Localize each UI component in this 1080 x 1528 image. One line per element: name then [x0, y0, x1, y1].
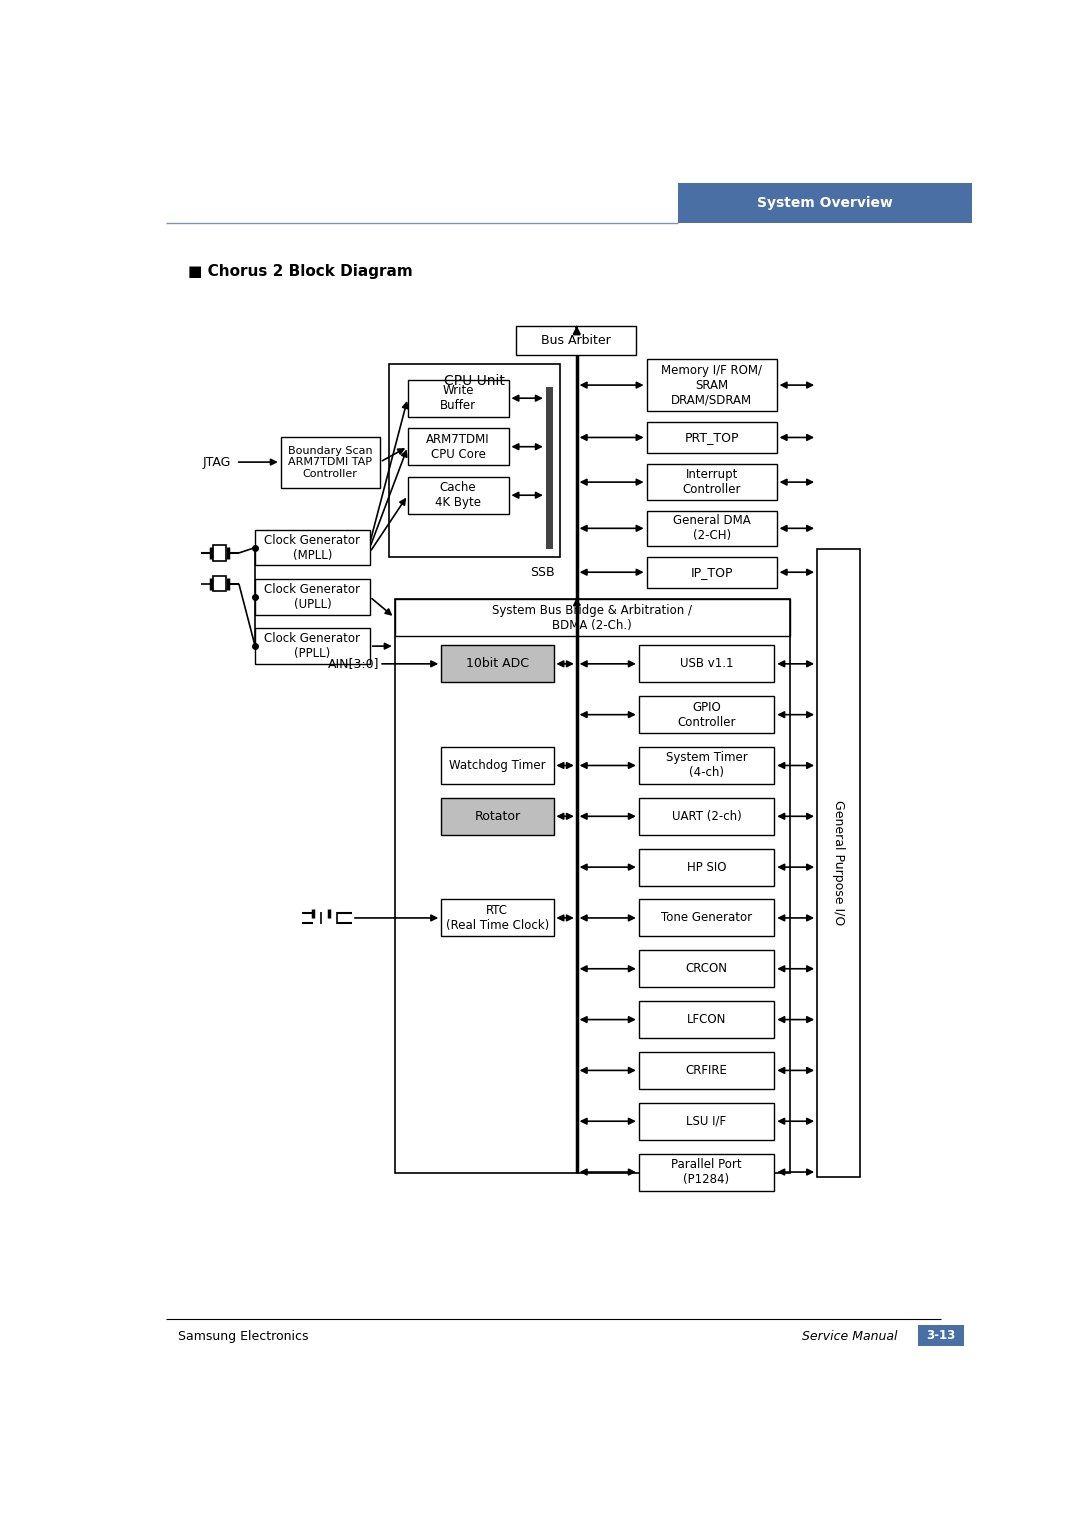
- Bar: [281, 437, 380, 487]
- Bar: [638, 645, 774, 683]
- Bar: [816, 549, 860, 1177]
- Text: Write
Buffer: Write Buffer: [441, 384, 476, 413]
- Text: LSU I/F: LSU I/F: [687, 1115, 727, 1128]
- Text: CRFIRE: CRFIRE: [686, 1063, 728, 1077]
- Bar: [638, 697, 774, 733]
- Bar: [638, 1051, 774, 1089]
- Text: General Purpose I/O: General Purpose I/O: [832, 801, 845, 926]
- Bar: [394, 599, 789, 636]
- Text: 10bit ADC: 10bit ADC: [465, 657, 529, 671]
- Text: System Bus Bridge & Arbitration /
BDMA (2-Ch.): System Bus Bridge & Arbitration / BDMA (…: [492, 604, 692, 631]
- Bar: [516, 325, 636, 354]
- Bar: [255, 628, 369, 663]
- Bar: [408, 380, 509, 417]
- Text: Bus Arbiter: Bus Arbiter: [541, 335, 611, 347]
- Bar: [213, 576, 226, 591]
- Text: Cache
4K Byte: Cache 4K Byte: [435, 481, 482, 509]
- Text: Service Manual: Service Manual: [801, 1329, 897, 1343]
- Bar: [647, 465, 777, 500]
- Text: JTAG: JTAG: [202, 455, 230, 469]
- Bar: [638, 747, 774, 784]
- Bar: [408, 477, 509, 513]
- Bar: [647, 510, 777, 545]
- Text: RTC
(Real Time Clock): RTC (Real Time Clock): [446, 905, 549, 932]
- Text: Memory I/F ROM/
SRAM
DRAM/SDRAM: Memory I/F ROM/ SRAM DRAM/SDRAM: [661, 364, 762, 406]
- Bar: [638, 900, 774, 937]
- Text: Interrupt
Controller: Interrupt Controller: [683, 468, 741, 497]
- Bar: [647, 422, 777, 452]
- Text: LFCON: LFCON: [687, 1013, 726, 1027]
- Bar: [441, 645, 554, 683]
- Bar: [441, 747, 554, 784]
- Bar: [647, 359, 777, 411]
- Bar: [638, 950, 774, 987]
- Text: USB v1.1: USB v1.1: [679, 657, 733, 671]
- Text: General DMA
(2-CH): General DMA (2-CH): [673, 515, 751, 542]
- Bar: [408, 428, 509, 465]
- Bar: [394, 599, 789, 1174]
- Text: ■ Chorus 2 Block Diagram: ■ Chorus 2 Block Diagram: [188, 264, 413, 280]
- Text: GPIO
Controller: GPIO Controller: [677, 701, 735, 729]
- Text: Clock Generator
(MPLL): Clock Generator (MPLL): [265, 533, 361, 562]
- Text: Tone Generator: Tone Generator: [661, 911, 752, 924]
- Bar: [441, 900, 554, 937]
- Bar: [441, 798, 554, 834]
- Bar: [255, 579, 369, 614]
- Text: CPU Unit: CPU Unit: [444, 374, 504, 388]
- Bar: [213, 545, 226, 561]
- Text: UART (2-ch): UART (2-ch): [672, 810, 742, 822]
- Text: Parallel Port
(P1284): Parallel Port (P1284): [672, 1158, 742, 1186]
- Text: System Timer
(4-ch): System Timer (4-ch): [665, 752, 747, 779]
- Text: ARM7TDMI
CPU Core: ARM7TDMI CPU Core: [427, 432, 490, 461]
- Text: HP SIO: HP SIO: [687, 860, 727, 874]
- Text: AIN[3:0]: AIN[3:0]: [327, 657, 379, 671]
- Bar: [638, 848, 774, 886]
- Text: SSB: SSB: [530, 565, 555, 579]
- Bar: [918, 1325, 964, 1346]
- Bar: [638, 1001, 774, 1038]
- Text: IP_TOP: IP_TOP: [690, 565, 733, 579]
- Text: PRT_TOP: PRT_TOP: [685, 431, 739, 445]
- Text: System Overview: System Overview: [757, 197, 893, 211]
- Text: Boundary Scan
ARM7TDMI TAP
Controller: Boundary Scan ARM7TDMI TAP Controller: [288, 446, 373, 480]
- Text: Clock Generator
(PPLL): Clock Generator (PPLL): [265, 633, 361, 660]
- Bar: [638, 1154, 774, 1190]
- Text: Watchdog Timer: Watchdog Timer: [449, 759, 545, 772]
- Bar: [638, 1103, 774, 1140]
- Bar: [638, 798, 774, 834]
- Bar: [677, 183, 972, 223]
- Bar: [389, 364, 559, 556]
- Bar: [545, 388, 553, 549]
- Text: CRCON: CRCON: [686, 963, 728, 975]
- Text: Clock Generator
(UPLL): Clock Generator (UPLL): [265, 582, 361, 611]
- Bar: [647, 556, 777, 588]
- Text: Rotator: Rotator: [474, 810, 521, 822]
- Bar: [255, 530, 369, 565]
- Text: Samsung Electronics: Samsung Electronics: [177, 1329, 308, 1343]
- Text: 3-13: 3-13: [927, 1329, 956, 1342]
